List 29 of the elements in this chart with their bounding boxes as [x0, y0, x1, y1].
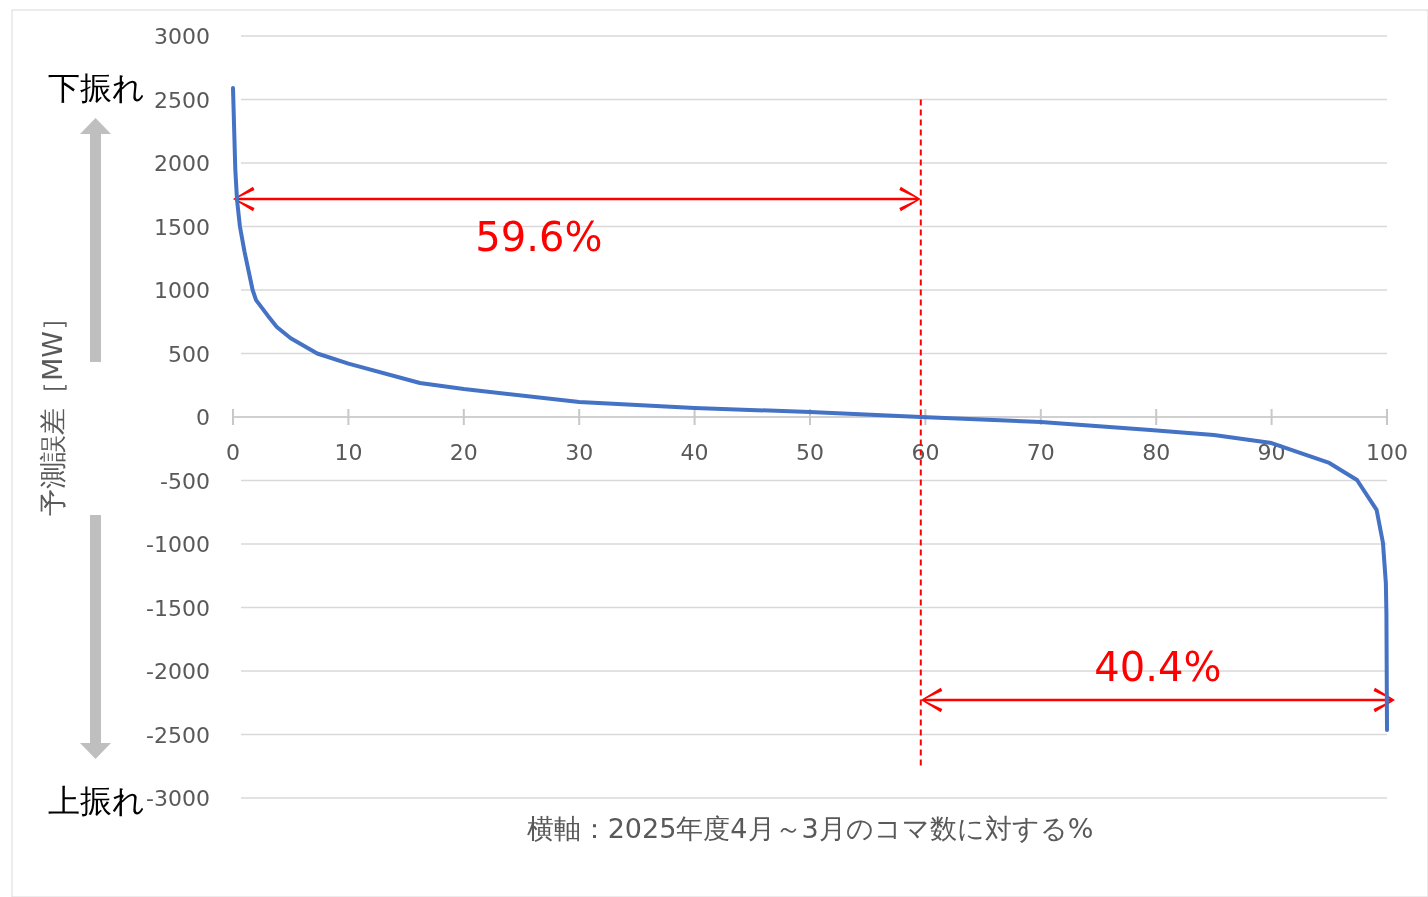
- y-tick-label: 1000: [154, 278, 210, 303]
- x-tick-label: 70: [1026, 440, 1055, 465]
- x-tick-label: 100: [1366, 440, 1408, 465]
- y-tick-label: 1500: [154, 214, 210, 240]
- x-tick-label: 60: [911, 440, 940, 465]
- annotation: 59.6%: [475, 214, 603, 260]
- y-tick-label: -500: [160, 468, 210, 494]
- y-tick-label: 2000: [154, 151, 210, 176]
- x-tick-label: 40: [680, 440, 709, 465]
- x-tick-label: 50: [796, 440, 824, 465]
- x-tick-label: 0: [226, 440, 240, 465]
- x-tick-label: 10: [334, 440, 363, 465]
- y-tick-label: 2500: [154, 87, 210, 113]
- text: 下振れ: [47, 69, 145, 107]
- y-tick-label: -1500: [146, 595, 210, 621]
- x-tick-label: 80: [1142, 440, 1171, 465]
- x-tick-label: 30: [565, 440, 594, 465]
- x-axis-title: 横軸：2025年度4月～3月のコマ数に対する%: [526, 813, 1094, 844]
- text: 上振れ: [47, 782, 145, 820]
- y-tick-label: 0: [196, 405, 210, 430]
- x-tick-label: 20: [449, 440, 478, 465]
- annotation: 40.4%: [1094, 644, 1222, 690]
- y-axis-title: 予測誤差［MW］: [37, 304, 68, 516]
- y-tick-label: -1000: [146, 532, 210, 557]
- y-tick-label: -2500: [146, 722, 210, 748]
- y-tick-label: -3000: [146, 786, 210, 811]
- y-tick-label: 500: [168, 341, 210, 367]
- y-tick-label: -2000: [146, 659, 210, 684]
- y-tick-label: 3000: [154, 24, 210, 49]
